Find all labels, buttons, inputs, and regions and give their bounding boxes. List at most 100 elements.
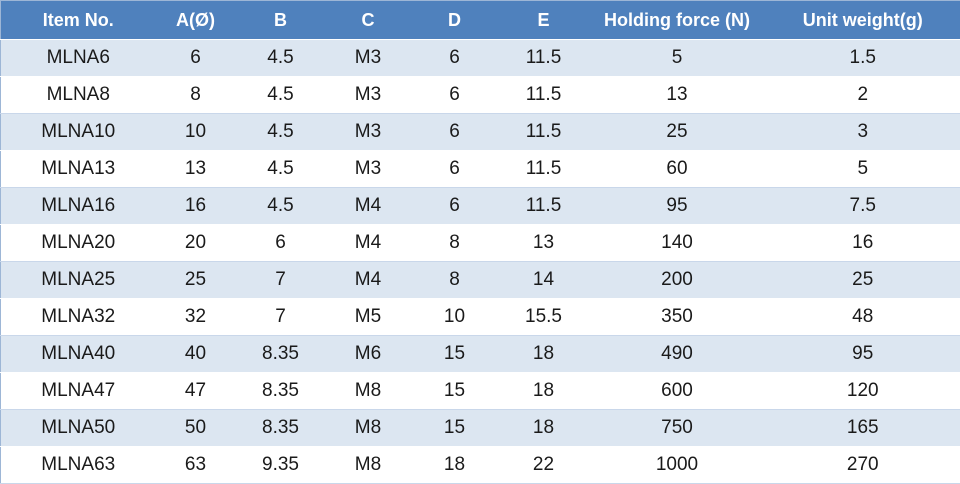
table-cell: MLNA10: [1, 114, 156, 151]
table-cell: 750: [589, 410, 766, 447]
header-cell: Holding force (N): [589, 1, 766, 40]
table-cell: 3: [766, 114, 960, 151]
table-cell: MLNA13: [1, 151, 156, 188]
table-cell: 600: [589, 373, 766, 410]
table-cell: 15: [411, 336, 499, 373]
table-cell: 22: [499, 447, 589, 484]
table-cell: MLNA25: [1, 262, 156, 299]
table-cell: M3: [326, 151, 411, 188]
table-cell: 120: [766, 373, 960, 410]
header-cell: D: [411, 1, 499, 40]
table-cell: 18: [499, 410, 589, 447]
table-cell: 25: [766, 262, 960, 299]
header-cell: Item No.: [1, 1, 156, 40]
table-cell: 350: [589, 299, 766, 336]
table-cell: 95: [589, 188, 766, 225]
table-cell: 25: [156, 262, 236, 299]
table-cell: M4: [326, 262, 411, 299]
table-cell: 4.5: [236, 188, 326, 225]
table-cell: 47: [156, 373, 236, 410]
table-cell: 8: [411, 225, 499, 262]
table-cell: 6: [156, 40, 236, 77]
header-cell: A(Ø): [156, 1, 236, 40]
table-cell: 4.5: [236, 114, 326, 151]
table-cell: 7: [236, 262, 326, 299]
table-cell: M5: [326, 299, 411, 336]
table-cell: 2: [766, 77, 960, 114]
table-cell: 18: [499, 336, 589, 373]
table-cell: 200: [589, 262, 766, 299]
table-cell: 63: [156, 447, 236, 484]
table-cell: 11.5: [499, 151, 589, 188]
table-cell: 4.5: [236, 151, 326, 188]
table-cell: 7: [236, 299, 326, 336]
table-cell: MLNA6: [1, 40, 156, 77]
table-cell: M8: [326, 410, 411, 447]
table-cell: 11.5: [499, 77, 589, 114]
table-cell: 15: [411, 410, 499, 447]
table-cell: 18: [411, 447, 499, 484]
table-cell: 40: [156, 336, 236, 373]
table-cell: 50: [156, 410, 236, 447]
table-cell: 8: [156, 77, 236, 114]
table-cell: M3: [326, 77, 411, 114]
table-cell: MLNA50: [1, 410, 156, 447]
table-cell: M8: [326, 447, 411, 484]
header-cell: B: [236, 1, 326, 40]
table-cell: 6: [411, 114, 499, 151]
table-cell: MLNA8: [1, 77, 156, 114]
table-cell: M3: [326, 40, 411, 77]
table-cell: 10: [156, 114, 236, 151]
table-cell: 7.5: [766, 188, 960, 225]
table-cell: 165: [766, 410, 960, 447]
table-cell: 18: [499, 373, 589, 410]
table-cell: 4.5: [236, 77, 326, 114]
table-cell: 8.35: [236, 373, 326, 410]
table-cell: M8: [326, 373, 411, 410]
table-cell: MLNA40: [1, 336, 156, 373]
table-cell: 13: [589, 77, 766, 114]
table-cell: 16: [156, 188, 236, 225]
table-cell: 6: [411, 77, 499, 114]
table-cell: 48: [766, 299, 960, 336]
table-cell: M6: [326, 336, 411, 373]
table-cell: 20: [156, 225, 236, 262]
table-cell: 8.35: [236, 336, 326, 373]
table-cell: 140: [589, 225, 766, 262]
table-cell: 13: [499, 225, 589, 262]
table-cell: MLNA20: [1, 225, 156, 262]
table-cell: 11.5: [499, 188, 589, 225]
table-cell: 8.35: [236, 410, 326, 447]
table-cell: 15: [411, 373, 499, 410]
table-cell: M4: [326, 188, 411, 225]
table-cell: 9.35: [236, 447, 326, 484]
table-cell: MLNA63: [1, 447, 156, 484]
table-cell: 15.5: [499, 299, 589, 336]
header-cell: E: [499, 1, 589, 40]
table-cell: 1.5: [766, 40, 960, 77]
table-cell: 4.5: [236, 40, 326, 77]
table-cell: 1000: [589, 447, 766, 484]
header-cell: Unit weight(g): [766, 1, 960, 40]
table-cell: MLNA16: [1, 188, 156, 225]
table-cell: 10: [411, 299, 499, 336]
table-cell: MLNA32: [1, 299, 156, 336]
table-cell: 11.5: [499, 114, 589, 151]
table-cell: M4: [326, 225, 411, 262]
